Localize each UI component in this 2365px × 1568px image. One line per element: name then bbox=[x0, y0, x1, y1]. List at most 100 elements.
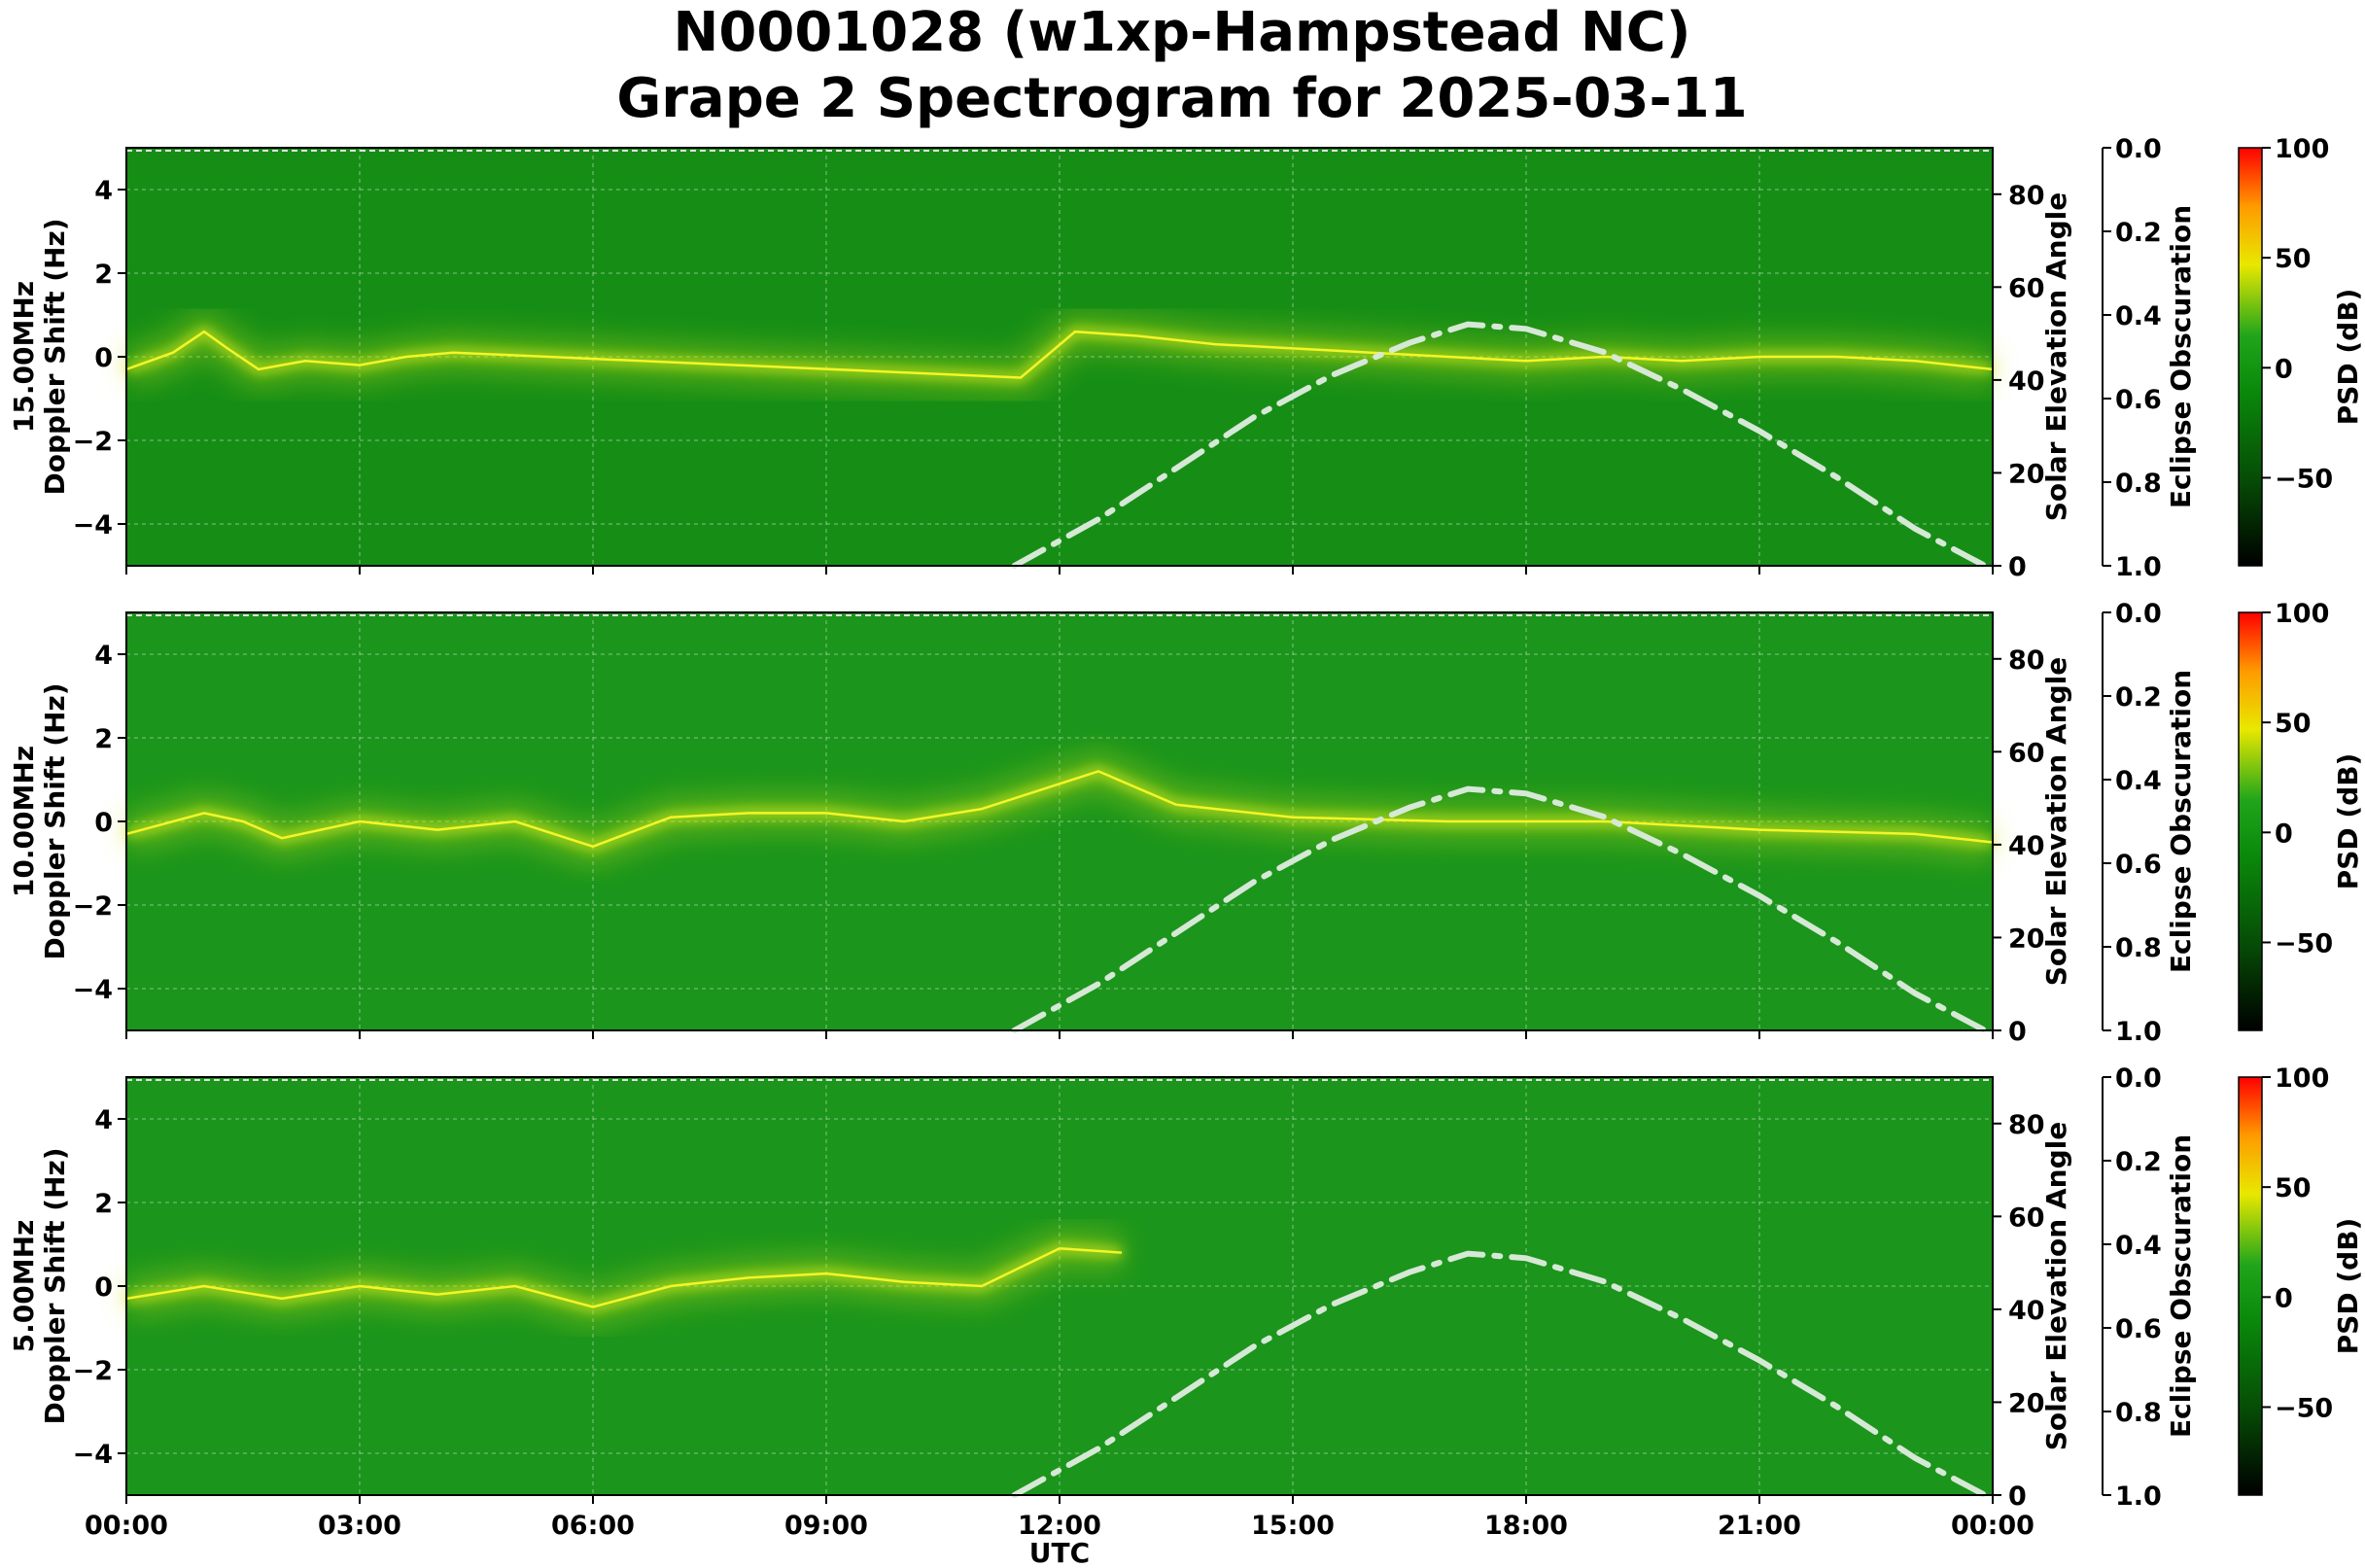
doppler-trace-line bbox=[125, 770, 1994, 849]
x-tick-label: 06:00 bbox=[551, 1511, 635, 1541]
elevation-tick-label: 60 bbox=[2008, 273, 2045, 303]
solar-elevation-curve bbox=[1011, 321, 1988, 569]
elevation-tick-label: 0 bbox=[2008, 1481, 2027, 1512]
frequency-label: 5.00MHz bbox=[8, 1220, 40, 1353]
doppler-axis-label: Doppler Shift (Hz) bbox=[39, 1147, 71, 1424]
eclipse-tick-label: 0.0 bbox=[2115, 599, 2162, 629]
chart-subtitle: Grape 2 Spectrogram for 2025-03-11 bbox=[616, 67, 1747, 130]
elevation-tick-label: 60 bbox=[2008, 738, 2045, 768]
psd-colorbar bbox=[2238, 1076, 2263, 1496]
colorbar-tick-label: 0 bbox=[2275, 354, 2293, 384]
solar-elevation-axis-label: Solar Elevation Angle bbox=[2040, 1122, 2072, 1450]
panel-15.00MHz: 420−2−415.00MHz Doppler Shift (Hz)8060402… bbox=[8, 134, 2364, 582]
panel-10.00MHz: 420−2−410.00MHz Doppler Shift (Hz)8060402… bbox=[8, 599, 2364, 1047]
x-tick-label: 00:00 bbox=[85, 1511, 168, 1541]
doppler-trace-line bbox=[125, 1247, 1123, 1308]
eclipse-tick-label: 0.4 bbox=[2115, 766, 2162, 796]
elevation-tick-label: 40 bbox=[2008, 1296, 2045, 1326]
eclipse-tick-label: 0.2 bbox=[2115, 682, 2162, 713]
y-tick-label: 2 bbox=[94, 1189, 113, 1219]
eclipse-tick-label: 0.4 bbox=[2115, 301, 2162, 331]
y-tick-label: 4 bbox=[94, 1105, 113, 1135]
solar-elevation-axis-label: Solar Elevation Angle bbox=[2040, 192, 2072, 521]
y-tick-label: −2 bbox=[73, 891, 113, 922]
eclipse-tick-label: 0.6 bbox=[2115, 385, 2162, 415]
y-tick-label: 4 bbox=[94, 641, 113, 671]
eclipse-tick-label: 0.6 bbox=[2115, 1314, 2162, 1344]
x-tick-label: 12:00 bbox=[1018, 1511, 1101, 1541]
eclipse-tick-label: 0.0 bbox=[2115, 134, 2162, 164]
x-tick-label: 03:00 bbox=[318, 1511, 401, 1541]
colorbar-label: PSD (dB) bbox=[2332, 1218, 2364, 1355]
eclipse-tick-label: 0.2 bbox=[2115, 1147, 2162, 1177]
colorbar-tick-label: −50 bbox=[2275, 464, 2333, 494]
y-tick-label: 2 bbox=[94, 260, 113, 290]
colorbar-tick-label: −50 bbox=[2275, 928, 2333, 958]
elevation-tick-label: 80 bbox=[2008, 181, 2045, 211]
eclipse-tick-label: 1.0 bbox=[2115, 552, 2162, 582]
eclipse-axis-label: Eclipse Obscuration bbox=[2165, 1134, 2197, 1438]
x-tick-label: 18:00 bbox=[1484, 1511, 1568, 1541]
elevation-tick-label: 20 bbox=[2008, 1388, 2045, 1418]
elevation-tick-label: 20 bbox=[2008, 923, 2045, 954]
y-tick-label: 4 bbox=[94, 176, 113, 206]
colorbar-tick-label: 50 bbox=[2275, 244, 2312, 274]
solar-elevation-curve bbox=[1011, 1250, 1988, 1498]
colorbar-tick-label: 50 bbox=[2275, 1173, 2312, 1203]
solar-elevation-curve bbox=[1011, 785, 1988, 1033]
elevation-tick-label: 0 bbox=[2008, 1017, 2027, 1047]
x-tick-label: 15:00 bbox=[1251, 1511, 1335, 1541]
panel-5.00MHz: 420−2−45.00MHz Doppler Shift (Hz)80604020… bbox=[8, 1063, 2364, 1541]
x-tick-label: 09:00 bbox=[784, 1511, 868, 1541]
elevation-tick-label: 40 bbox=[2008, 831, 2045, 861]
y-tick-label: −2 bbox=[73, 427, 113, 457]
solar-elevation-axis-label: Solar Elevation Angle bbox=[2040, 657, 2072, 986]
eclipse-axis-label: Eclipse Obscuration bbox=[2165, 670, 2197, 973]
y-tick-label: 0 bbox=[94, 343, 113, 373]
frequency-label: 15.00MHz bbox=[8, 281, 40, 433]
colorbar-tick-label: 0 bbox=[2275, 819, 2293, 849]
colorbar-label: PSD (dB) bbox=[2332, 289, 2364, 426]
eclipse-tick-label: 1.0 bbox=[2115, 1017, 2162, 1047]
elevation-tick-label: 80 bbox=[2008, 645, 2045, 676]
y-tick-label: 0 bbox=[94, 1272, 113, 1303]
colorbar-label: PSD (dB) bbox=[2332, 753, 2364, 890]
elevation-tick-label: 60 bbox=[2008, 1202, 2045, 1233]
y-tick-label: −4 bbox=[73, 975, 113, 1005]
elevation-tick-label: 20 bbox=[2008, 459, 2045, 489]
x-axis-label: UTC bbox=[1029, 1537, 1090, 1568]
eclipse-tick-label: 0.8 bbox=[2115, 933, 2162, 963]
elevation-tick-label: 80 bbox=[2008, 1110, 2045, 1140]
x-tick-label: 00:00 bbox=[1951, 1511, 2035, 1541]
eclipse-tick-label: 0.4 bbox=[2115, 1231, 2162, 1261]
elevation-tick-label: 0 bbox=[2008, 552, 2027, 582]
colorbar-tick-label: −50 bbox=[2275, 1393, 2333, 1423]
y-tick-label: −4 bbox=[73, 1440, 113, 1470]
elevation-tick-label: 40 bbox=[2008, 366, 2045, 397]
doppler-trace-line bbox=[125, 330, 1994, 379]
psd-colorbar bbox=[2238, 147, 2263, 567]
frequency-label: 10.00MHz bbox=[8, 746, 40, 897]
y-tick-label: −4 bbox=[73, 510, 113, 540]
chart-title: N0001028 (w1xp-Hampstead NC) bbox=[674, 1, 1691, 64]
doppler-axis-label: Doppler Shift (Hz) bbox=[39, 218, 71, 495]
y-tick-label: 2 bbox=[94, 724, 113, 754]
eclipse-tick-label: 0.8 bbox=[2115, 469, 2162, 499]
colorbar-tick-label: 50 bbox=[2275, 709, 2312, 739]
eclipse-tick-label: 0.6 bbox=[2115, 850, 2162, 880]
eclipse-axis-label: Eclipse Obscuration bbox=[2165, 205, 2197, 508]
colorbar-tick-label: 100 bbox=[2275, 1063, 2329, 1094]
psd-colorbar bbox=[2238, 611, 2263, 1031]
eclipse-tick-label: 0.8 bbox=[2115, 1398, 2162, 1428]
eclipse-tick-label: 0.2 bbox=[2115, 218, 2162, 248]
y-tick-label: −2 bbox=[73, 1356, 113, 1386]
eclipse-tick-label: 0.0 bbox=[2115, 1063, 2162, 1094]
x-tick-label: 21:00 bbox=[1718, 1511, 1801, 1541]
colorbar-tick-label: 100 bbox=[2275, 599, 2329, 629]
y-tick-label: 0 bbox=[94, 808, 113, 838]
colorbar-tick-label: 100 bbox=[2275, 134, 2329, 164]
doppler-axis-label: Doppler Shift (Hz) bbox=[39, 682, 71, 959]
eclipse-tick-label: 1.0 bbox=[2115, 1481, 2162, 1512]
colorbar-tick-label: 0 bbox=[2275, 1283, 2293, 1313]
